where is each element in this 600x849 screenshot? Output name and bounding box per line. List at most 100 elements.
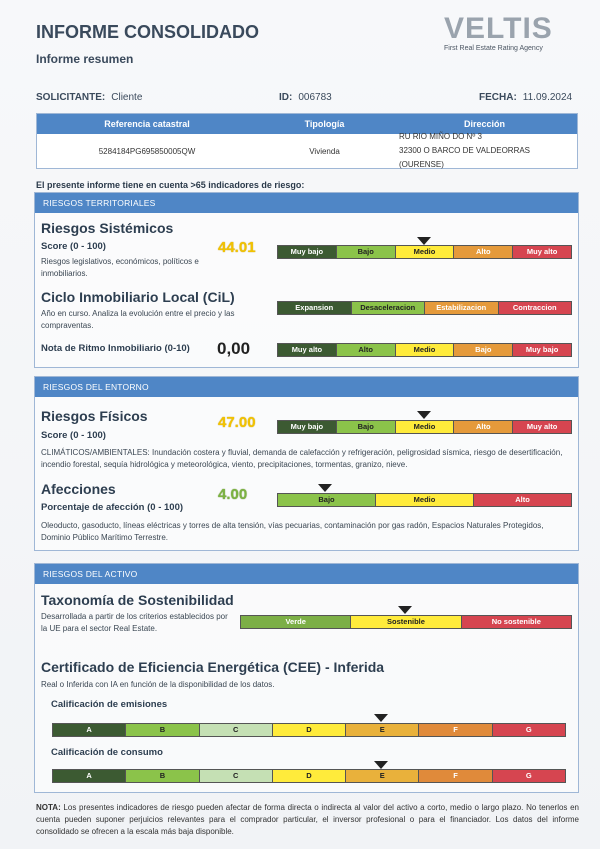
grade-b: B (126, 724, 200, 736)
section-territoriales: RIESGOS TERRITORIALES Riesgos Sistémicos… (34, 192, 579, 368)
scale-muy-alto: Muy alto (513, 421, 571, 433)
grade-d: D (272, 770, 347, 782)
grade-a: A (53, 724, 127, 736)
sistemicos-desc: Riesgos legislativos, económicos, políti… (41, 257, 199, 278)
cil-desc: Año en curso. Analiza la evolución entre… (41, 309, 235, 330)
grade-f: F (419, 724, 493, 736)
note-label: NOTA: (36, 803, 61, 812)
sistemicos-marker (417, 237, 431, 245)
scale-bajo: Bajo (278, 494, 376, 506)
afecciones-desc: Oleoducto, gasoducto, líneas eléctricas … (41, 521, 544, 542)
intro-text: El presente informe tiene en cuenta >65 … (36, 180, 305, 190)
grade-e: E (346, 770, 420, 782)
grade-c: C (199, 724, 273, 736)
scale-estabilizacion: Estabilizacion (425, 302, 499, 314)
emisiones-label: Calificación de emisiones (51, 699, 168, 710)
grade-f: F (419, 770, 493, 782)
consumo-scale: A B C D E F G (52, 769, 566, 783)
direccion-line-1: RU RIO MIÑO DO Nº 3 (399, 132, 482, 141)
cee-desc: Real o Inferida con IA en función de la … (41, 680, 275, 689)
scale-muy-alto: Muy alto (513, 246, 571, 258)
scale-verde: Verde (241, 616, 352, 628)
scale-desaceleracion: Desaceleracion (351, 302, 425, 314)
section-entorno: RIESGOS DEL ENTORNO Riesgos Físicos Scor… (34, 376, 579, 551)
fecha-label: FECHA: (479, 92, 517, 103)
section-header: RIESGOS DEL ACTIVO (35, 564, 578, 584)
sistemicos-score-label: Score (0 - 100) (41, 241, 106, 252)
report-id: ID: 006783 (279, 92, 332, 103)
scale-medio: Medio (395, 421, 455, 433)
cell-direccion: RU RIO MIÑO DO Nº 3 32300 O BARCO DE VAL… (392, 130, 577, 172)
scale-medio: Medio (395, 246, 455, 258)
fisicos-title: Riesgos Físicos (41, 408, 148, 424)
cell-referencia: 5284184PG695850005QW (98, 146, 196, 156)
report-date: FECHA: 11.09.2024 (479, 92, 572, 103)
grade-b: B (126, 770, 200, 782)
section-header: RIESGOS DEL ENTORNO (35, 377, 578, 397)
cee-title: Certificado de Eficiencia Energética (CE… (41, 659, 385, 675)
afecciones-marker (318, 484, 332, 492)
header-referencia: Referencia catastral (104, 119, 190, 129)
grade-e: E (346, 724, 420, 736)
scale-no-sostenible: No sostenible (461, 616, 571, 628)
logo-word: VELTIS (444, 12, 553, 45)
emisiones-marker (374, 714, 388, 722)
cell-tipologia: Vivienda (309, 146, 340, 156)
fisicos-marker (417, 411, 431, 419)
page-title: INFORME CONSOLIDADO (36, 22, 259, 42)
page-subtitle: Informe resumen (36, 52, 134, 66)
taxonomia-desc: Desarrollada a partir de los criterios e… (41, 612, 228, 633)
afecciones-score-label: Porcentaje de afección (0 - 100) (41, 502, 184, 513)
scale-alto: Alto (336, 344, 396, 356)
taxonomia-scale: Verde Sostenible No sostenible (240, 615, 572, 629)
scale-alto: Alto (454, 246, 514, 258)
fisicos-score-label: Score (0 - 100) (41, 430, 106, 441)
cil-scale: Expansion Desaceleracion Estabilizacion … (277, 301, 572, 315)
table-row: 5284184PG695850005QW Vivienda RU RIO MIÑ… (37, 132, 577, 169)
grade-g: G (492, 770, 565, 782)
sistemicos-score: 44.01 (218, 239, 256, 256)
table-header-row: Referencia catastral Tipología Dirección (37, 114, 577, 134)
fecha-value: 11.09.2024 (522, 92, 573, 103)
scale-sostenible: Sostenible (351, 616, 462, 628)
emisiones-scale: A B C D E F G (52, 723, 566, 737)
scale-alto: Alto (474, 494, 571, 506)
fisicos-scale: Muy bajo Bajo Medio Alto Muy alto (277, 420, 572, 434)
id-label: ID: (279, 92, 293, 103)
grade-a: A (53, 770, 127, 782)
ritmo-score: 0,00 (217, 339, 251, 358)
cadastral-table: Referencia catastral Tipología Dirección… (36, 113, 578, 169)
consumo-label: Calificación de consumo (51, 747, 163, 758)
grade-c: C (199, 770, 273, 782)
scale-medio: Medio (376, 494, 474, 506)
afecciones-title: Afecciones (41, 481, 116, 497)
fisicos-score: 47.00 (218, 414, 256, 431)
ritmo-scale: Muy alto Alto Medio Bajo Muy bajo (277, 343, 572, 357)
scale-medio: Medio (395, 344, 455, 356)
ritmo-label: Nota de Ritmo Inmobiliario (0-10) (41, 343, 190, 354)
veltis-logo: VELTIS First Real Estate Rating Agency (444, 12, 564, 53)
afecciones-score: 4.00 (218, 486, 248, 503)
scale-bajo: Bajo (336, 421, 396, 433)
solicitante-value: Cliente (111, 92, 143, 103)
sistemicos-title: Riesgos Sistémicos (41, 220, 174, 236)
grade-g: G (492, 724, 565, 736)
scale-alto: Alto (454, 421, 514, 433)
scale-bajo: Bajo (454, 344, 514, 356)
solicitante-label: SOLICITANTE: (36, 92, 106, 103)
fisicos-desc: CLIMÁTICOS/AMBIENTALES: Inundación coste… (41, 448, 563, 469)
scale-muy-bajo: Muy bajo (513, 344, 571, 356)
direccion-line-2: 32300 O BARCO DE VALDEORRAS (OURENSE) (399, 146, 531, 169)
logo-tagline: First Real Estate Rating Agency (444, 45, 543, 52)
header-direccion: Dirección (463, 119, 505, 129)
footer-note: NOTA: Los presentes indicadores de riesg… (36, 802, 579, 838)
sistemicos-scale: Muy bajo Bajo Medio Alto Muy alto (277, 245, 572, 259)
section-header: RIESGOS TERRITORIALES (35, 193, 578, 213)
scale-bajo: Bajo (336, 246, 396, 258)
note-text: Los presentes indicadores de riesgo pued… (36, 803, 580, 836)
scale-expansion: Expansion (278, 302, 352, 314)
consumo-marker (374, 761, 388, 769)
scale-muy-bajo: Muy bajo (278, 246, 337, 258)
header-tipologia: Tipología (304, 119, 345, 129)
